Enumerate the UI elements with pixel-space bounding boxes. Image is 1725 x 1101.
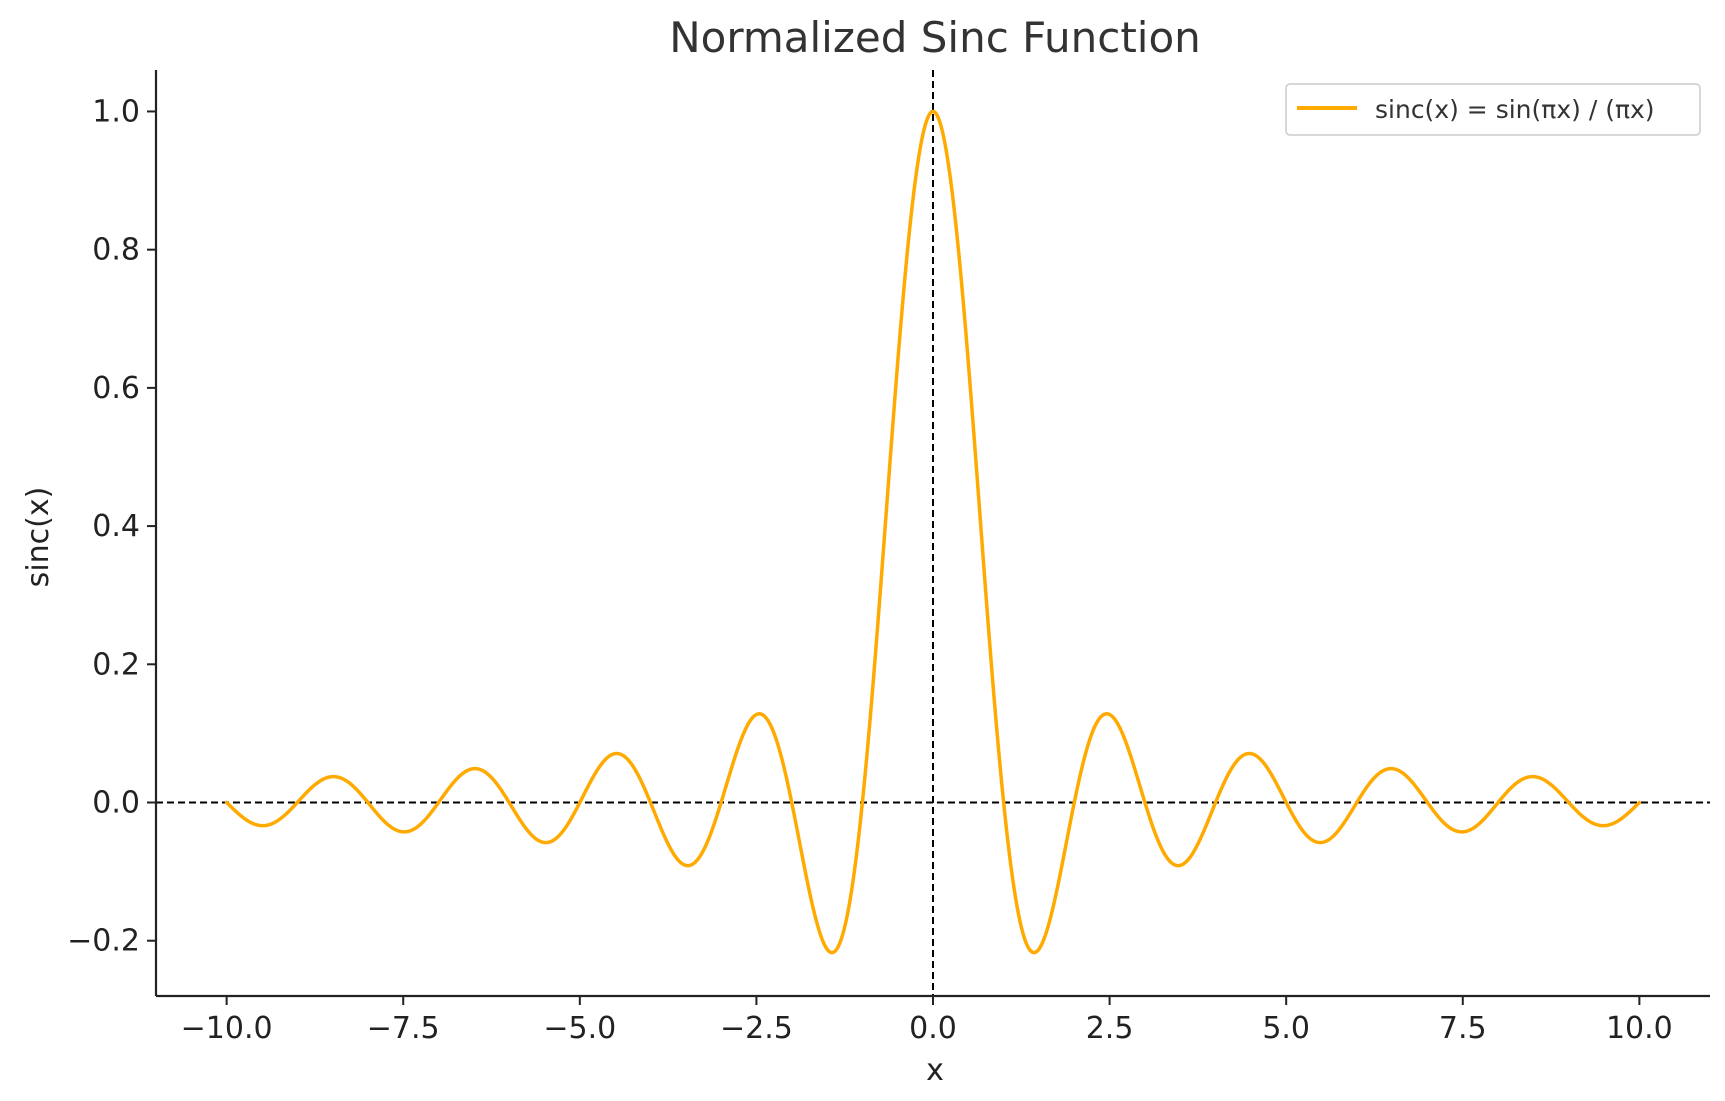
x-tick-label: −7.5: [367, 1011, 440, 1046]
y-tick-label: 1.0: [92, 94, 140, 129]
x-tick-label: −10.0: [181, 1011, 273, 1046]
y-axis-label: sinc(x): [21, 487, 56, 588]
x-axis-label: x: [926, 1053, 944, 1088]
plot-lines: [224, 109, 1642, 955]
y-tick-label: −0.2: [67, 924, 140, 959]
series-line: [224, 109, 1642, 955]
y-tick-label: 0.0: [92, 786, 140, 821]
y-tick-label: 0.6: [92, 371, 140, 406]
x-tick-label: −5.0: [543, 1011, 616, 1046]
x-axis-ticks: −10.0 −7.5 −5.0 −2.5 0.0 2.5 5.0 7.5 10.0: [181, 996, 1673, 1046]
y-tick-label: 0.8: [92, 233, 140, 268]
legend-entry-label: sinc(x) = sin(πx) / (πx): [1375, 95, 1655, 124]
reference-lines: [156, 70, 1710, 996]
x-tick-label: 0.0: [909, 1011, 957, 1046]
y-tick-label: 0.2: [92, 647, 140, 682]
y-tick-label: 0.4: [92, 509, 140, 544]
legend: sinc(x) = sin(πx) / (πx): [1285, 83, 1701, 136]
chart-title: Normalized Sinc Function: [669, 13, 1201, 62]
x-tick-label: 5.0: [1262, 1011, 1310, 1046]
legend-box: [1285, 83, 1701, 136]
y-axis-ticks: −0.2 0.0 0.2 0.4 0.6 0.8 1.0: [67, 94, 156, 959]
x-tick-label: 2.5: [1086, 1011, 1134, 1046]
x-tick-label: 7.5: [1439, 1011, 1487, 1046]
x-tick-label: 10.0: [1606, 1011, 1673, 1046]
x-tick-label: −2.5: [720, 1011, 793, 1046]
